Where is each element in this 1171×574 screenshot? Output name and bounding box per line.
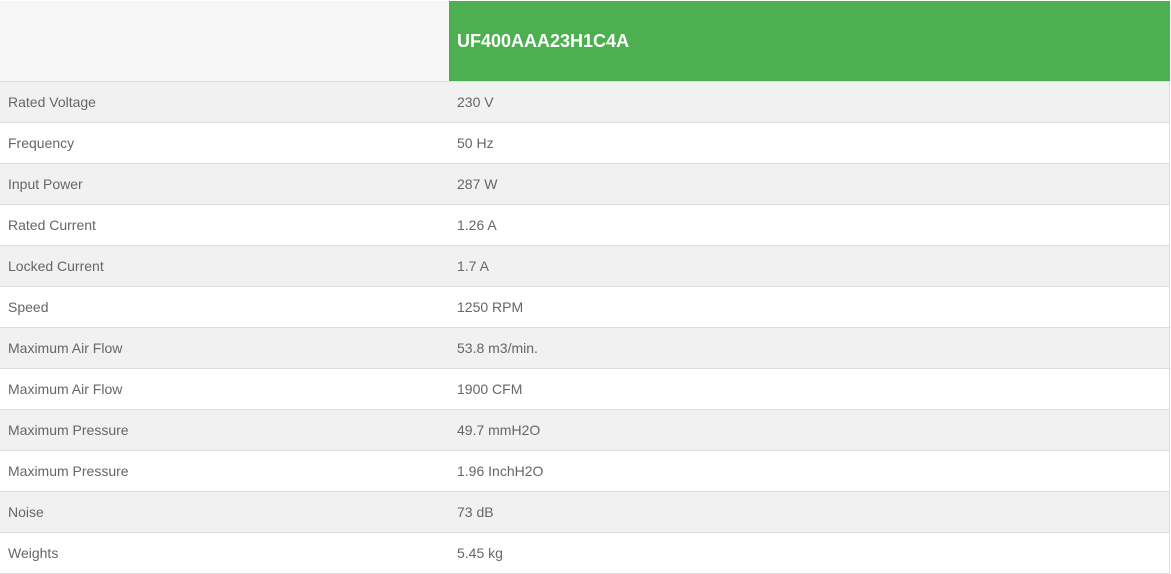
- spec-value: 287 W: [449, 163, 1170, 205]
- spec-value: 1900 CFM: [449, 368, 1170, 410]
- spec-value: 230 V: [449, 81, 1170, 123]
- table-row: Frequency 50 Hz: [0, 122, 1170, 164]
- table-row: Maximum Air Flow 1900 CFM: [0, 368, 1170, 410]
- table-row: Weights 5.45 kg: [0, 532, 1170, 574]
- spec-label: Frequency: [0, 122, 449, 164]
- spec-label: Rated Current: [0, 204, 449, 246]
- spec-label: Locked Current: [0, 245, 449, 287]
- table-row: Maximum Pressure 49.7 mmH2O: [0, 409, 1170, 451]
- table-row: Noise 73 dB: [0, 491, 1170, 533]
- spec-value: 5.45 kg: [449, 532, 1170, 574]
- spec-value: 1.26 A: [449, 204, 1170, 246]
- spec-label: Rated Voltage: [0, 81, 449, 123]
- table-row: Speed 1250 RPM: [0, 286, 1170, 328]
- spec-value: 49.7 mmH2O: [449, 409, 1170, 451]
- spec-label: Maximum Pressure: [0, 409, 449, 451]
- spec-label: Input Power: [0, 163, 449, 205]
- model-name-header: UF400AAA23H1C4A: [449, 0, 1170, 82]
- table-row: Input Power 287 W: [0, 163, 1170, 205]
- spec-value: 1.96 InchH2O: [449, 450, 1170, 492]
- spec-label: Weights: [0, 532, 449, 574]
- spec-label: Speed: [0, 286, 449, 328]
- spec-value: 1.7 A: [449, 245, 1170, 287]
- spec-label: Noise: [0, 491, 449, 533]
- spec-label: Maximum Air Flow: [0, 327, 449, 369]
- table-row: Rated Current 1.26 A: [0, 204, 1170, 246]
- spec-header-row: UF400AAA23H1C4A: [0, 0, 1170, 82]
- spec-label: Maximum Pressure: [0, 450, 449, 492]
- table-row: Maximum Air Flow 53.8 m3/min.: [0, 327, 1170, 369]
- spec-value: 50 Hz: [449, 122, 1170, 164]
- table-row: Rated Voltage 230 V: [0, 81, 1170, 123]
- table-row: Locked Current 1.7 A: [0, 245, 1170, 287]
- spec-value: 1250 RPM: [449, 286, 1170, 328]
- header-blank-cell: [0, 0, 449, 82]
- table-row: Maximum Pressure 1.96 InchH2O: [0, 450, 1170, 492]
- spec-value: 53.8 m3/min.: [449, 327, 1170, 369]
- spec-label: Maximum Air Flow: [0, 368, 449, 410]
- spec-value: 73 dB: [449, 491, 1170, 533]
